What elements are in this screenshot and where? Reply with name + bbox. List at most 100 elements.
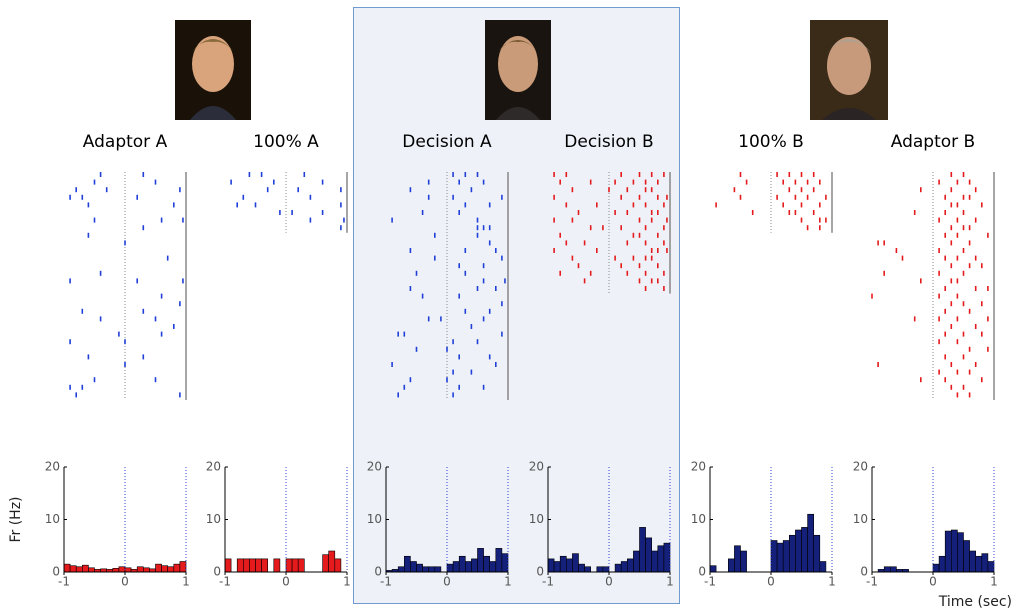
- bar: [651, 550, 659, 573]
- bar: [328, 550, 336, 573]
- bar: [255, 558, 262, 573]
- bar: [633, 550, 640, 573]
- bar: [639, 527, 646, 573]
- bar: [224, 558, 232, 573]
- bar: [602, 566, 610, 573]
- bar: [957, 532, 964, 573]
- x-tick-label: 1: [504, 575, 512, 589]
- bar: [572, 553, 579, 573]
- bar: [112, 568, 120, 573]
- bar: [807, 513, 814, 573]
- bar: [477, 548, 484, 573]
- bar: [179, 561, 187, 573]
- bar: [124, 567, 132, 573]
- x-tick-label: -1: [866, 575, 878, 589]
- bar: [416, 563, 423, 573]
- bar: [578, 563, 585, 573]
- bar: [273, 558, 281, 573]
- x-tick-label: -1: [704, 575, 716, 589]
- bar: [63, 563, 71, 573]
- bar: [553, 561, 561, 573]
- bar: [501, 553, 509, 573]
- bar: [969, 550, 976, 573]
- bar: [547, 558, 555, 573]
- bar: [167, 566, 175, 573]
- y-tick-label: 10: [853, 512, 868, 526]
- bar: [727, 558, 735, 573]
- bar: [944, 530, 952, 573]
- x-tick-label: -1: [542, 575, 554, 589]
- bar: [428, 566, 436, 573]
- x-tick-label: 0: [443, 575, 451, 589]
- panel-title: Decision A: [402, 132, 492, 152]
- y-tick-label: 10: [529, 512, 544, 526]
- bar: [452, 561, 460, 573]
- x-axis-label: Time (sec): [938, 594, 1012, 610]
- bar: [819, 561, 827, 573]
- x-tick-label: 1: [182, 575, 190, 589]
- bar: [770, 540, 778, 573]
- bar: [614, 563, 622, 573]
- bar: [740, 550, 747, 573]
- panel-title: Adaptor A: [83, 132, 168, 152]
- bar: [322, 554, 330, 573]
- bar: [261, 558, 269, 573]
- x-tick-label: 0: [605, 575, 613, 589]
- y-tick-label: 0: [374, 565, 382, 579]
- bar: [788, 534, 796, 573]
- bar: [801, 527, 808, 573]
- bar: [403, 555, 411, 573]
- y-tick-label: 10: [367, 512, 382, 526]
- bar: [883, 566, 891, 573]
- bar: [422, 566, 430, 573]
- x-tick-label: 0: [767, 575, 775, 589]
- y-tick-label: 10: [691, 512, 706, 526]
- bar: [734, 545, 741, 573]
- bar: [950, 529, 958, 573]
- bar: [136, 566, 144, 573]
- panel-title: 100% A: [253, 132, 319, 152]
- bar: [410, 561, 417, 573]
- face-photo: [175, 20, 251, 120]
- bar: [889, 566, 897, 573]
- x-tick-label: -1: [380, 575, 392, 589]
- bar: [963, 540, 970, 573]
- bar: [981, 553, 989, 573]
- bar: [297, 558, 305, 573]
- y-axis-label: Fr (Hz): [8, 496, 24, 542]
- bar: [987, 561, 995, 573]
- bar: [471, 558, 478, 573]
- bar: [434, 566, 442, 573]
- bar: [782, 540, 790, 573]
- bar: [173, 563, 181, 573]
- x-tick-label: 1: [990, 575, 998, 589]
- x-tick-label: 0: [282, 575, 290, 589]
- panel-title: 100% B: [738, 132, 804, 152]
- y-tick-label: 10: [206, 512, 221, 526]
- y-tick-label: 0: [860, 565, 868, 579]
- x-tick-label: 1: [666, 575, 674, 589]
- bar: [932, 563, 940, 573]
- y-tick-label: 0: [536, 565, 544, 579]
- bar: [795, 529, 802, 573]
- bar: [249, 558, 256, 573]
- bar: [495, 548, 503, 573]
- bar: [88, 567, 95, 573]
- bar: [620, 561, 628, 573]
- y-tick-label: 20: [367, 460, 382, 474]
- bar: [663, 542, 671, 573]
- bar: [596, 566, 604, 573]
- face-photo: [810, 20, 888, 120]
- y-tick-label: 0: [213, 565, 221, 579]
- bar: [118, 566, 126, 573]
- bar: [291, 558, 299, 573]
- bar: [464, 561, 472, 573]
- bar: [776, 542, 784, 573]
- y-tick-label: 20: [206, 460, 221, 474]
- bar: [565, 558, 573, 573]
- bar: [446, 563, 454, 573]
- bar: [489, 561, 497, 573]
- bar: [938, 555, 946, 573]
- bar: [559, 555, 567, 573]
